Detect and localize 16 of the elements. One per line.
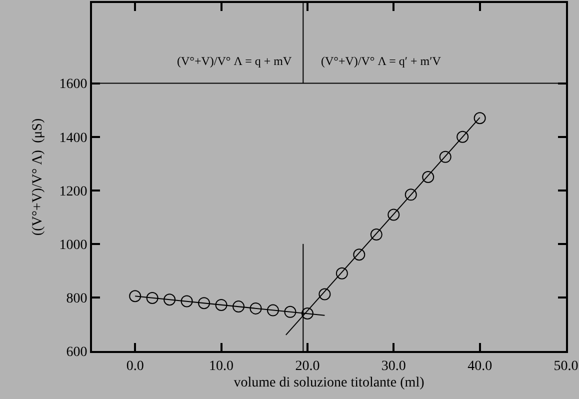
y-tick-label: 1400 — [59, 130, 88, 146]
x-tick-label: 40.0 — [468, 358, 492, 374]
x-axis-title: volume di soluzione titolante (ml) — [234, 376, 425, 391]
y-tick-label: 1600 — [59, 77, 88, 92]
annotation: (V°+V)/V° Λ = q + mV — [177, 54, 292, 68]
y-tick-label: 1200 — [59, 184, 88, 200]
x-tick-label: 20.0 — [295, 358, 320, 374]
y-axis-title: ((V°+V)/V° Λ) (μS) — [30, 118, 46, 236]
y-tick-label: 600 — [66, 344, 88, 360]
y-tick-label: 800 — [66, 291, 88, 306]
x-tick-label: 0.0 — [126, 358, 144, 374]
x-tick-label: 50.0 — [554, 358, 578, 374]
x-tick-label: 10.0 — [209, 358, 234, 374]
x-tick-label: 30.0 — [381, 358, 406, 374]
annotation: (V°+V)/V° Λ = q′ + m′V — [321, 54, 442, 68]
y-tick-label: 1000 — [59, 238, 88, 253]
